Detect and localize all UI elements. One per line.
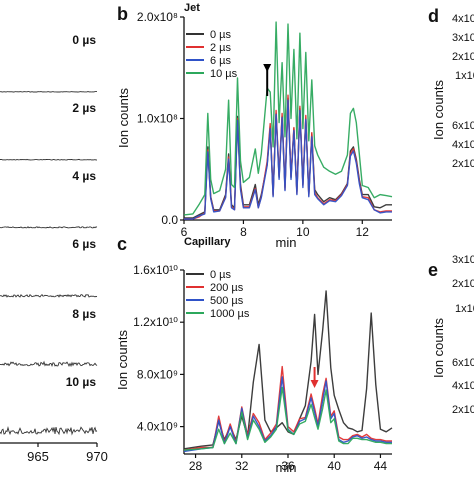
panel-d-y-axis-label: Ion counts [431,80,446,140]
panel-a-x-tick-label: 970 [86,449,108,464]
panel-a-trace-label: 2 µs [72,101,96,115]
y-tick-label: 1.6x10¹⁰ [133,263,178,277]
y-tick-label: 1.2x10¹⁰ [133,315,178,329]
x-tick-label: 36 [281,459,295,473]
panel-d: d 4x10 3x10 2x10 1x10 6x10 4x10 2x10 Ion… [428,6,474,170]
x-tick-label: 40 [328,459,342,473]
y-tick-label: 2.0x10⁸ [137,10,178,24]
panel-a-trace-4 [0,360,98,368]
panel-a-trace-0 [0,91,97,93]
panel-d-tick-label: 4x10 [452,13,474,25]
legend-label: 6 µs [210,55,232,67]
panel-a-trace-5 [0,425,98,436]
legend-label: 10 µs [210,68,238,80]
panel-e-tick-label: 2x10 [452,404,474,416]
panel-c-letter: c [117,234,127,254]
panel-a-trace-2 [0,226,98,229]
legend-label: 500 µs [210,295,244,307]
y-tick-label: 0.0 [161,213,178,227]
panel-e-tick-label: 1x10 [455,303,474,315]
y-tick-label: 8.0x10⁹ [137,367,178,381]
panel-b-title: Jet [184,2,200,14]
panel-e-tick-label: 2x10 [452,278,474,290]
panel-c-title: Capillary [184,236,231,248]
panel-b-letter: b [117,4,128,24]
panel-e-y-axis-label: Ion counts [431,318,446,378]
panel-b-axes: 6 8 10 12 0.0 1.0x10⁸ 2.0x10⁸ [137,10,392,239]
panel-a-trace-label: 0 µs [72,33,96,47]
series-line-3 [183,21,393,216]
panel-c-y-axis-label: Ion counts [115,330,130,390]
series-line-2 [184,99,392,220]
x-tick-label: 44 [374,459,388,473]
panel-b: b Jet 6 8 10 12 0.0 1.0x10⁸ 2.0x10⁸ 0 µs2 µs6 … [116,2,393,250]
panel-e-letter: e [428,260,438,280]
legend-label: 200 µs [210,282,244,294]
panel-a-trace-1 [0,158,98,161]
panel-d-tick-label: 2x10 [452,51,474,63]
legend-label: 2 µs [210,42,232,54]
panel-a-trace-label: 4 µs [72,169,96,183]
panel-b-x-axis-label: min [276,235,297,250]
panel-d-letter: d [428,6,439,26]
panel-c-series [183,290,393,453]
panel-c: c Capillary 28 32 36 40 44 4.0x10⁹ 8.0x10⁹ 1.2x… [115,234,393,475]
panel-d-tick-label: 4x10 [452,139,474,151]
panel-a-trace-label: 6 µs [72,237,96,251]
x-tick-label: 6 [181,225,188,239]
panel-d-tick-label: 2x10 [452,158,474,170]
panel-b-y-axis-label: Ion counts [116,88,131,148]
panel-a: 0 µs 2 µs 4 µs 6 µs 8 µs 10 µs 965 970 [0,33,108,464]
panel-a-x-tick-label: 965 [27,449,49,464]
x-tick-label: 32 [235,459,249,473]
panel-d-tick-label: 1x10 [455,70,474,82]
legend-label: 0 µs [210,269,232,281]
series-line-3 [183,386,392,451]
x-tick-label: 28 [189,459,203,473]
panel-c-x-axis-label: min [276,460,297,474]
panel-b-series [183,21,393,220]
panel-e-tick-label: 4x10 [452,380,474,392]
panel-e-tick-label: 3x10 [452,254,474,266]
panel-e-tick-label: 6x10 [452,357,474,369]
legend-label: 0 µs [210,29,232,41]
y-tick-label: 1.0x10⁸ [137,112,178,126]
peak-arrow-head [310,380,319,388]
panel-e: e 3x10 2x10 1x10 6x10 4x10 2x10 Ion coun… [428,254,474,416]
x-tick-label: 12 [356,225,370,239]
x-tick-label: 10 [296,225,310,239]
panel-c-axes: 28 32 36 40 44 4.0x10⁹ 8.0x10⁹ 1.2x10¹⁰ 1.6x10¹⁰ [133,263,392,473]
x-tick-label: 8 [240,225,247,239]
legend-label: 1000 µs [210,308,250,320]
panel-d-tick-label: 6x10 [452,120,474,132]
panel-a-trace-3 [0,293,98,298]
panel-a-trace-label: 10 µs [66,375,97,389]
peak-arrow-head [263,64,272,72]
y-tick-label: 4.0x10⁹ [137,420,178,434]
panel-a-traces [0,91,98,436]
panel-d-tick-label: 3x10 [452,32,474,44]
panel-a-trace-label: 8 µs [72,307,96,321]
